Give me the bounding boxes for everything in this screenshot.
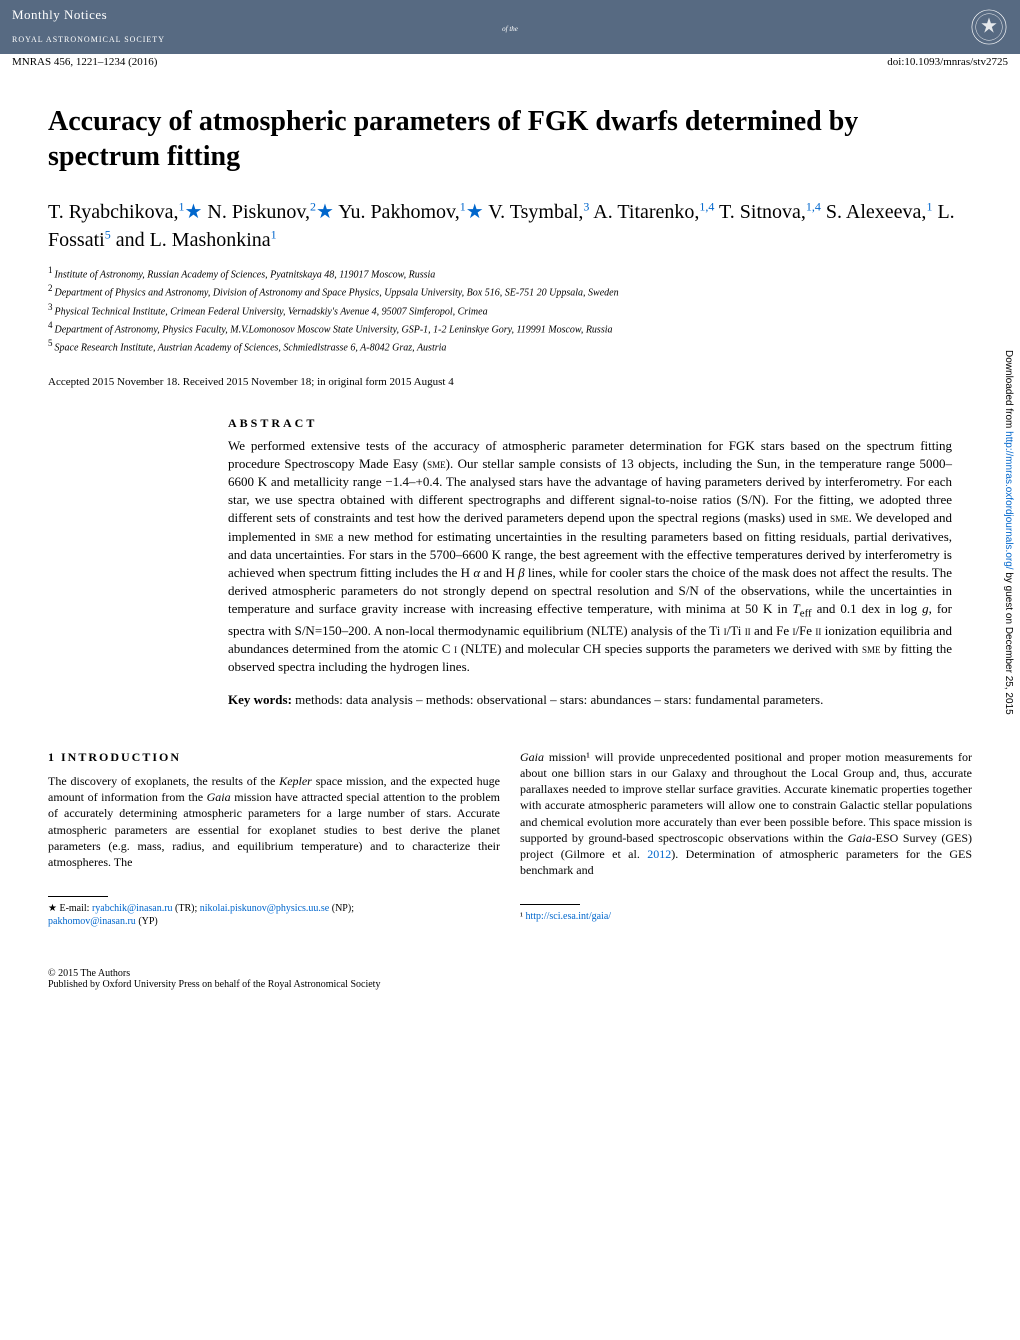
abstract-heading: ABSTRACT xyxy=(228,416,952,431)
journal-title: Monthly Notices xyxy=(12,7,107,22)
affiliation-line: 5Space Research Institute, Austrian Acad… xyxy=(48,337,972,355)
affiliation-line: 3Physical Technical Institute, Crimean F… xyxy=(48,301,972,319)
paper-title: Accuracy of atmospheric parameters of FG… xyxy=(48,104,972,174)
keywords-line: Key words: methods: data analysis – meth… xyxy=(228,691,952,709)
footnote-emails: ★ E-mail: ryabchik@inasan.ru (TR); nikol… xyxy=(48,902,500,928)
intro-para-left: The discovery of exoplanets, the results… xyxy=(48,773,500,870)
journal-logo: Monthly Notices of the ROYAL ASTRONOMICA… xyxy=(12,6,1008,44)
download-sidebar: Downloaded from http://mnras.oxfordjourn… xyxy=(1003,350,1014,715)
journal-subtitle: of the xyxy=(12,25,1008,33)
keywords-label: Key words: xyxy=(228,692,292,707)
citation-bar: MNRAS 456, 1221–1234 (2016) doi:10.1093/… xyxy=(0,54,1020,74)
column-right: Gaia mission¹ will provide unprecedented… xyxy=(520,749,972,928)
intro-heading: 1 INTRODUCTION xyxy=(48,749,500,765)
affiliation-line: 4Department of Astronomy, Physics Facult… xyxy=(48,319,972,337)
body-columns: 1 INTRODUCTION The discovery of exoplane… xyxy=(48,749,972,928)
footnote-star-label: ★ E-mail: xyxy=(48,903,92,914)
sidebar-journal-link[interactable]: http://mnras.oxfordjournals.org/ xyxy=(1003,431,1014,569)
copyright-line-1: © 2015 The Authors xyxy=(48,968,972,979)
copyright-line-2: Published by Oxford University Press on … xyxy=(48,979,972,990)
footnote-rule xyxy=(48,896,108,897)
affiliation-line: 1Institute of Astronomy, Russian Academy… xyxy=(48,264,972,282)
column-left: 1 INTRODUCTION The discovery of exoplane… xyxy=(48,749,500,928)
email-link-1[interactable]: ryabchik@inasan.ru xyxy=(92,903,173,914)
author-list: T. Ryabchikova,1★ N. Piskunov,2★ Yu. Pak… xyxy=(48,198,972,254)
ras-seal-icon xyxy=(970,8,1008,46)
mnras-reference: MNRAS 456, 1221–1234 (2016) xyxy=(12,56,157,68)
keywords-text: methods: data analysis – methods: observ… xyxy=(292,692,823,707)
email-link-3[interactable]: pakhomov@inasan.ru xyxy=(48,916,136,927)
email-link-2[interactable]: nikolai.piskunov@physics.uu.se xyxy=(200,903,329,914)
footnote-rule-right xyxy=(520,904,580,905)
footnote-url: ¹ http://sci.esa.int/gaia/ xyxy=(520,910,972,923)
copyright-block: © 2015 The Authors Published by Oxford U… xyxy=(0,968,1020,1002)
journal-header: Monthly Notices of the ROYAL ASTRONOMICA… xyxy=(0,0,1020,54)
accepted-dates: Accepted 2015 November 18. Received 2015… xyxy=(48,376,972,388)
intro-para-right: Gaia mission¹ will provide unprecedented… xyxy=(520,749,972,879)
doi-text: doi:10.1093/mnras/stv2725 xyxy=(887,56,1008,68)
abstract-section: ABSTRACT We performed extensive tests of… xyxy=(228,416,952,709)
journal-society: ROYAL ASTRONOMICAL SOCIETY xyxy=(12,35,1008,44)
affiliation-line: 2Department of Physics and Astronomy, Di… xyxy=(48,282,972,300)
affiliations-block: 1Institute of Astronomy, Russian Academy… xyxy=(48,264,972,356)
gaia-url-link[interactable]: http://sci.esa.int/gaia/ xyxy=(526,911,612,922)
abstract-body: We performed extensive tests of the accu… xyxy=(228,437,952,677)
